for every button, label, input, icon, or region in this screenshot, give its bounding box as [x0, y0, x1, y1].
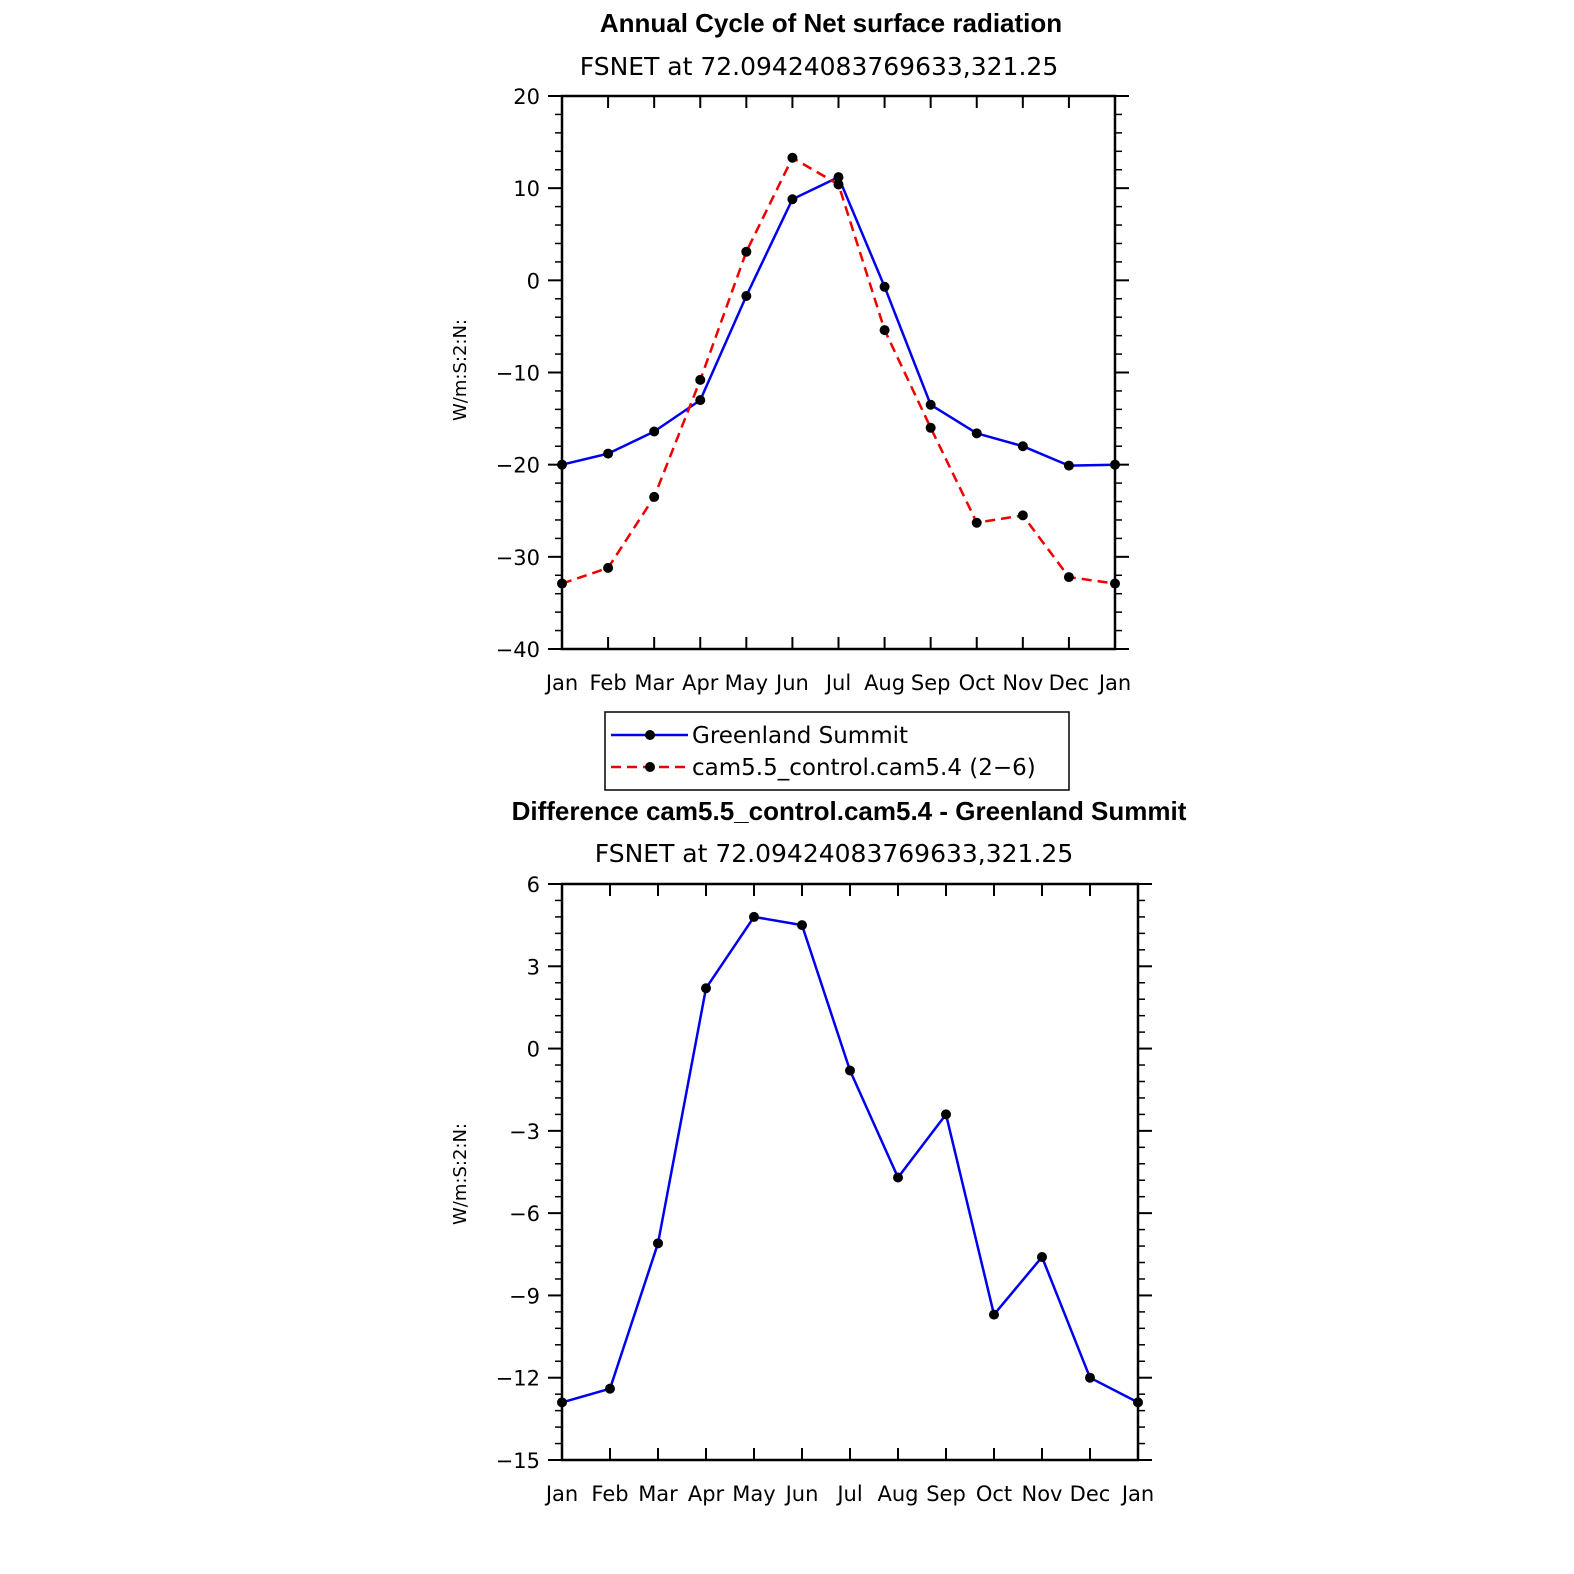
top-chart-title: Annual Cycle of Net surface radiation	[600, 8, 1062, 38]
bottom-x-tick-label: Dec	[1070, 1482, 1111, 1506]
top-series-line-0	[561, 175, 1116, 467]
bottom-plot-frame	[560, 882, 1140, 1462]
bottom-x-tick-label: Jul	[835, 1482, 862, 1506]
top-x-tick-label: Nov	[1002, 671, 1043, 695]
top-y-tick-label: −40	[496, 638, 540, 662]
bottom-series-0-point	[893, 1172, 903, 1183]
top-series-1-point	[879, 325, 890, 336]
bottom-y-tick-label: −3	[509, 1120, 540, 1144]
top-y-tick-label: 10	[513, 177, 540, 201]
bottom-series-0-point	[1085, 1372, 1095, 1383]
top-series-0-point	[603, 448, 614, 459]
bottom-chart-subtitle: FSNET at 72.09424083769633,321.25	[595, 839, 1073, 868]
top-series-0-point	[787, 194, 798, 205]
top-series-0-point	[971, 428, 982, 439]
top-series-0-point	[1063, 460, 1074, 471]
bottom-plot-area: Jan Feb Mar Apr May Jun Jul Aug Sep Oct Nov Dec Jan 6…	[496, 873, 1155, 1506]
top-series-1-point	[1017, 510, 1028, 521]
top-series-1-point	[833, 179, 844, 190]
top-x-tick-label: Feb	[589, 671, 626, 695]
top-x-tick-label: Jan	[1097, 671, 1131, 695]
bottom-series-0-point	[845, 1065, 855, 1076]
bottom-series-0-point	[989, 1309, 999, 1320]
top-x-tick-label: Jul	[824, 671, 851, 695]
top-x-tick-label: Mar	[634, 671, 674, 695]
top-chart-subtitle: FSNET at 72.09424083769633,321.25	[580, 52, 1058, 81]
top-x-tick-label: Jun	[774, 671, 809, 695]
bottom-x-tick-label: Oct	[976, 1482, 1012, 1506]
bottom-x-tick-label: May	[732, 1482, 775, 1506]
top-y-axis-label: W/m:S:2:N:	[450, 319, 471, 421]
top-series-0-point	[557, 459, 567, 470]
bottom-x-tick-label: Jun	[784, 1482, 819, 1506]
bottom-y-tick-label: −9	[509, 1284, 540, 1308]
top-series-0-point	[925, 399, 936, 410]
top-x-tick-label: Sep	[911, 671, 951, 695]
bottom-series-0-point	[653, 1238, 663, 1249]
top-y-tick-label: −10	[496, 362, 540, 386]
top-series-1-point	[649, 491, 660, 502]
top-series-1-point	[1063, 572, 1074, 583]
top-series-1-point	[741, 246, 752, 257]
bottom-y-tick-label: −6	[509, 1202, 540, 1226]
top-series-0-point	[1017, 441, 1028, 452]
bottom-x-tick-label: Apr	[688, 1482, 725, 1506]
top-series-1-point	[971, 517, 982, 528]
legend-marker-greenland-summit	[645, 730, 655, 740]
top-series-0-point	[879, 281, 890, 292]
top-y-tick-label: 0	[527, 269, 540, 293]
top-x-tick-label: Jan	[544, 671, 578, 695]
legend: Greenland Summit cam5.5_control.cam5.4 (…	[604, 711, 1070, 791]
top-y-tick-label: −30	[496, 546, 540, 570]
bottom-x-tick-label: Nov	[1022, 1482, 1063, 1506]
top-series-1-point	[603, 562, 614, 573]
top-series-1-point	[695, 374, 706, 385]
bottom-x-tick-label: Jan	[544, 1482, 578, 1506]
legend-label-greenland-summit: Greenland Summit	[692, 723, 908, 749]
bottom-x-tick-label: Jan	[1120, 1482, 1154, 1506]
legend-label-model: cam5.5_control.cam5.4 (2−6)	[692, 755, 1036, 781]
legend-marker-model	[645, 762, 655, 772]
bottom-series-0-point	[797, 920, 807, 931]
top-y-tick-label: 20	[513, 85, 540, 109]
bottom-y-tick-label: 3	[527, 955, 540, 979]
bottom-series-0-point	[557, 1397, 567, 1408]
bottom-chart-title: Difference cam5.5_control.cam5.4 - Green…	[512, 796, 1187, 826]
top-series-0-point	[695, 395, 706, 406]
top-series-1-point	[1110, 578, 1120, 589]
bottom-y-tick-label: 0	[527, 1038, 540, 1062]
top-y-tick-label: −20	[496, 454, 540, 478]
top-series-0-point	[833, 172, 844, 183]
top-series-0-point	[741, 291, 752, 302]
bottom-series-0-point	[605, 1383, 615, 1394]
top-x-tick-label: Apr	[682, 671, 719, 695]
top-series-1-point	[925, 422, 936, 433]
top-plot-area: Jan Feb Mar Apr May Jun Jul Aug Sep Oct Nov Dec Jan 2…	[496, 85, 1132, 695]
legend-box	[604, 711, 1070, 791]
bottom-series-0-point	[749, 911, 759, 922]
bottom-series-0-point	[701, 983, 711, 994]
bottom-series-0-point	[1037, 1252, 1047, 1263]
bottom-series-line-0	[561, 915, 1139, 1404]
top-series-0-point	[649, 426, 660, 437]
bottom-y-axis-label: W/m:S:2:N:	[450, 1123, 471, 1225]
bottom-x-tick-label: Feb	[591, 1482, 628, 1506]
top-series-1-point	[557, 578, 567, 589]
top-x-tick-label: Aug	[864, 671, 905, 695]
bottom-y-tick-label: −12	[496, 1367, 540, 1391]
bottom-series-0-point	[941, 1109, 951, 1120]
top-x-tick-label: Dec	[1049, 671, 1090, 695]
bottom-y-tick-label: −15	[496, 1449, 540, 1473]
bottom-series-0-point	[1133, 1397, 1143, 1408]
top-x-tick-label: May	[725, 671, 768, 695]
bottom-x-tick-label: Aug	[877, 1482, 918, 1506]
top-series-0-point	[1110, 459, 1120, 470]
bottom-x-tick-label: Mar	[638, 1482, 678, 1506]
top-x-tick-label: Oct	[959, 671, 995, 695]
top-series-1-point	[787, 152, 798, 163]
top-series-line-1	[561, 156, 1116, 585]
bottom-y-tick-label: 6	[527, 873, 540, 897]
bottom-x-tick-label: Sep	[926, 1482, 966, 1506]
